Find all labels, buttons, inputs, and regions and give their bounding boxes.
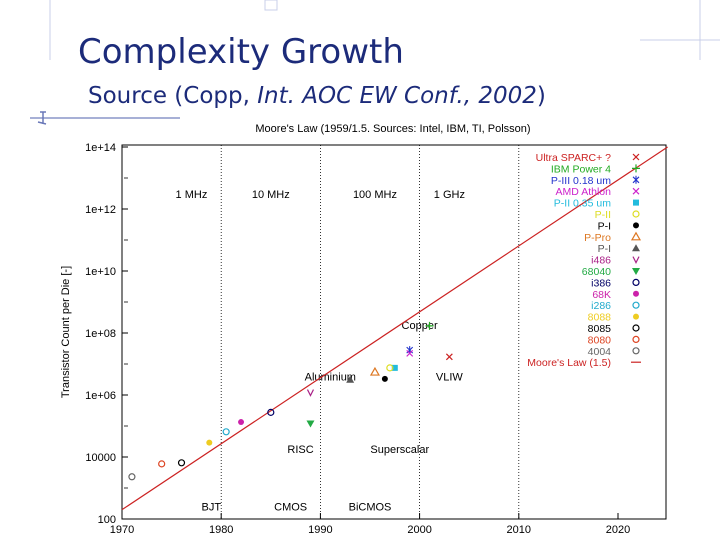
x-axis-ticks: 1970 1980 1990 2000 2010 2020 [110,513,630,536]
clock-label: 1 GHz [434,189,465,201]
legend-symbol [630,231,642,241]
technology-label: BiCMOS [349,502,392,514]
x-tick-label: 2000 [407,524,431,536]
data-point [381,375,388,382]
legend-label: i486 [591,255,611,267]
legend-symbol [632,301,640,309]
y-axis-ticks: 100 10000 1e+06 1e+08 1e+10 1e+12 1e+14 [85,142,128,526]
technology-label: BJT [201,502,221,514]
x-tick-label: 2010 [507,524,531,536]
data-point [391,364,398,371]
slide-title: Complexity Growth [78,32,404,72]
legend-symbol [632,324,640,332]
data-point [346,375,355,383]
legend-symbol [632,347,640,355]
data-point [238,419,245,426]
x-tick-label: 2020 [606,524,630,536]
clock-label: 10 MHz [252,189,290,201]
legend-symbol [632,335,640,343]
trend-line [121,146,668,511]
clock-label: 100 MHz [353,189,397,201]
legend-symbol [632,210,640,218]
subtitle-close-paren: ) [536,83,546,109]
plot-frame [121,144,667,520]
legend-label: P-II 0.35 um [554,198,611,210]
legend-symbol [633,222,639,229]
x-tick-label: 1990 [308,524,332,536]
legend-symbol [632,153,640,161]
technology-label: Copper [402,320,438,332]
y-tick-label: 1e+12 [85,204,116,216]
subtitle-citation: Int. AOC EW Conf., 2002 [257,83,537,109]
data-point [306,420,315,428]
technology-label: RISC [287,444,313,456]
legend-label: P-Pro [584,232,611,244]
legend-symbol [633,199,639,206]
data-point [267,408,275,416]
legend-label: P-I [598,220,611,232]
x-tick-label: 1980 [209,524,233,536]
data-point [222,428,230,436]
y-axis-label: Transistor Count per Die [-] [60,266,72,398]
legend-label: P-III 0.18 um [551,175,611,187]
data-point [206,439,213,446]
legend-label: Moore's Law (1.5) [527,357,611,369]
legend-symbol [633,290,639,297]
data-point [386,364,394,372]
legend-label: 68040 [582,266,611,278]
data-point [369,366,380,376]
y-tick-label: 10000 [85,452,116,464]
chart-title: Moore's Law (1959/1.5. Sources: Intel, I… [255,123,530,135]
y-tick-label: 1e+08 [85,328,116,340]
legend-label: P-II [595,209,611,221]
data-point [128,473,136,481]
legend-symbol [632,244,640,252]
technology-label: CMOS [274,502,307,514]
legend: Ultra SPARC+ ?IBM Power 4P-III 0.18 umAM… [527,152,642,369]
legend-label: 4004 [588,346,612,358]
legend-label: IBM Power 4 [551,163,611,175]
legend-label: i386 [591,277,611,289]
data-point [306,389,315,397]
data-point [158,460,166,468]
legend-symbol [632,164,640,173]
legend-label: 68K [592,289,611,301]
legend-label: Ultra SPARC+ ? [536,152,612,164]
data-point [445,353,453,361]
legend-symbol [632,256,640,264]
y-tick-label: 1e+10 [85,266,116,278]
legend-label: i286 [591,300,611,312]
legend-symbol [633,313,639,320]
legend-label: 8088 [588,312,612,324]
subtitle-source: Source (Copp, [88,83,258,109]
grid-lines [124,145,520,519]
clock-label: 1 MHz [176,189,208,201]
technology-label: Superscalar [370,444,429,456]
data-point [425,321,434,330]
x-tick-label: 1970 [110,524,134,536]
y-tick-label: 100 [98,514,116,526]
data-point [406,349,414,357]
legend-symbol [632,278,640,286]
legend-label: 8085 [588,323,612,335]
technology-label: VLIW [436,371,464,383]
data-points [128,321,453,481]
slide-subtitle: Source (Copp, Int. AOC EW Conf., 2002) [88,83,546,109]
legend-label: P-I [598,243,611,255]
y-tick-label: 1e+06 [85,390,116,402]
y-tick-label: 1e+14 [85,142,116,154]
legend-symbol [632,187,640,195]
data-point [177,459,186,467]
legend-symbol [632,175,640,184]
legend-label: AMD Athlon [556,186,612,198]
legend-symbol [632,268,640,275]
legend-label: 8080 [588,334,612,346]
